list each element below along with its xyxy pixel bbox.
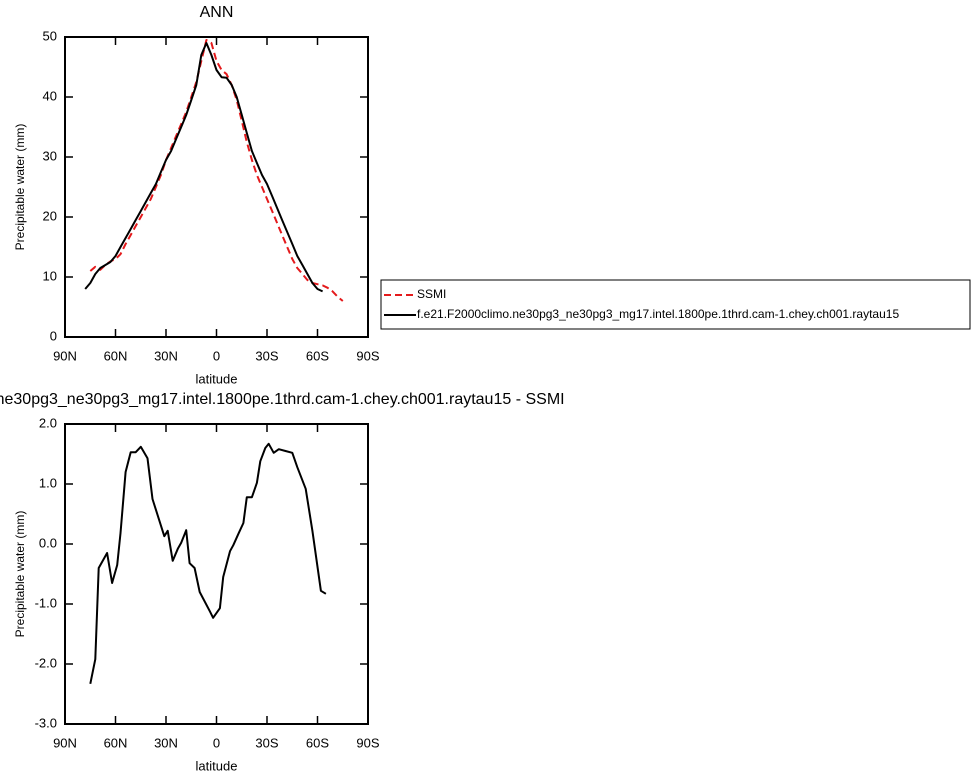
legend-label: f.e21.F2000climo.ne30pg3_ne30pg3_mg17.in… — [417, 307, 899, 321]
x-tick-label: 30N — [154, 348, 178, 363]
x-axis-label: latitude — [196, 371, 238, 386]
x-tick-label: 60N — [104, 348, 128, 363]
data-line — [89, 39, 344, 302]
y-tick-label: 0.0 — [39, 535, 57, 550]
x-tick-label: 60S — [306, 735, 329, 750]
y-tick-label: 30 — [43, 148, 57, 163]
x-tick-label: 0 — [213, 348, 220, 363]
legend-box — [380, 279, 971, 330]
y-tick-label: 10 — [43, 268, 57, 283]
y-tick-label: 1.0 — [39, 475, 57, 490]
chart-title: f.e21.F2000climo.ne30pg3_ne30pg3_mg17.in… — [0, 391, 565, 408]
x-tick-label: 60S — [306, 348, 329, 363]
x-axis-label: latitude — [196, 758, 238, 773]
x-tick-label: 90S — [356, 735, 379, 750]
x-tick-label: 30N — [154, 735, 178, 750]
y-tick-label: 40 — [43, 88, 57, 103]
y-tick-label: -1.0 — [35, 595, 57, 610]
chart-title: ANN — [200, 4, 234, 21]
x-tick-label: 90N — [53, 735, 77, 750]
x-tick-label: 0 — [213, 735, 220, 750]
legend-label: SSMI — [417, 287, 446, 301]
x-tick-label: 30S — [255, 735, 278, 750]
x-tick-label: 90N — [53, 348, 77, 363]
y-tick-label: -3.0 — [35, 715, 57, 730]
y-tick-label: 2.0 — [39, 415, 57, 430]
y-tick-label: 20 — [43, 208, 57, 223]
x-tick-label: 90S — [356, 348, 379, 363]
y-tick-label: 50 — [43, 28, 57, 43]
plot-frame — [64, 36, 369, 338]
y-tick-label: 0 — [50, 328, 57, 343]
y-axis-label: Precipitable water (mm) — [13, 124, 27, 251]
x-tick-label: 30S — [255, 348, 278, 363]
x-tick-label: 60N — [104, 735, 128, 750]
data-line — [84, 42, 324, 293]
y-axis-label: Precipitable water (mm) — [13, 511, 27, 638]
y-tick-label: -2.0 — [35, 655, 57, 670]
data-line — [89, 442, 327, 684]
